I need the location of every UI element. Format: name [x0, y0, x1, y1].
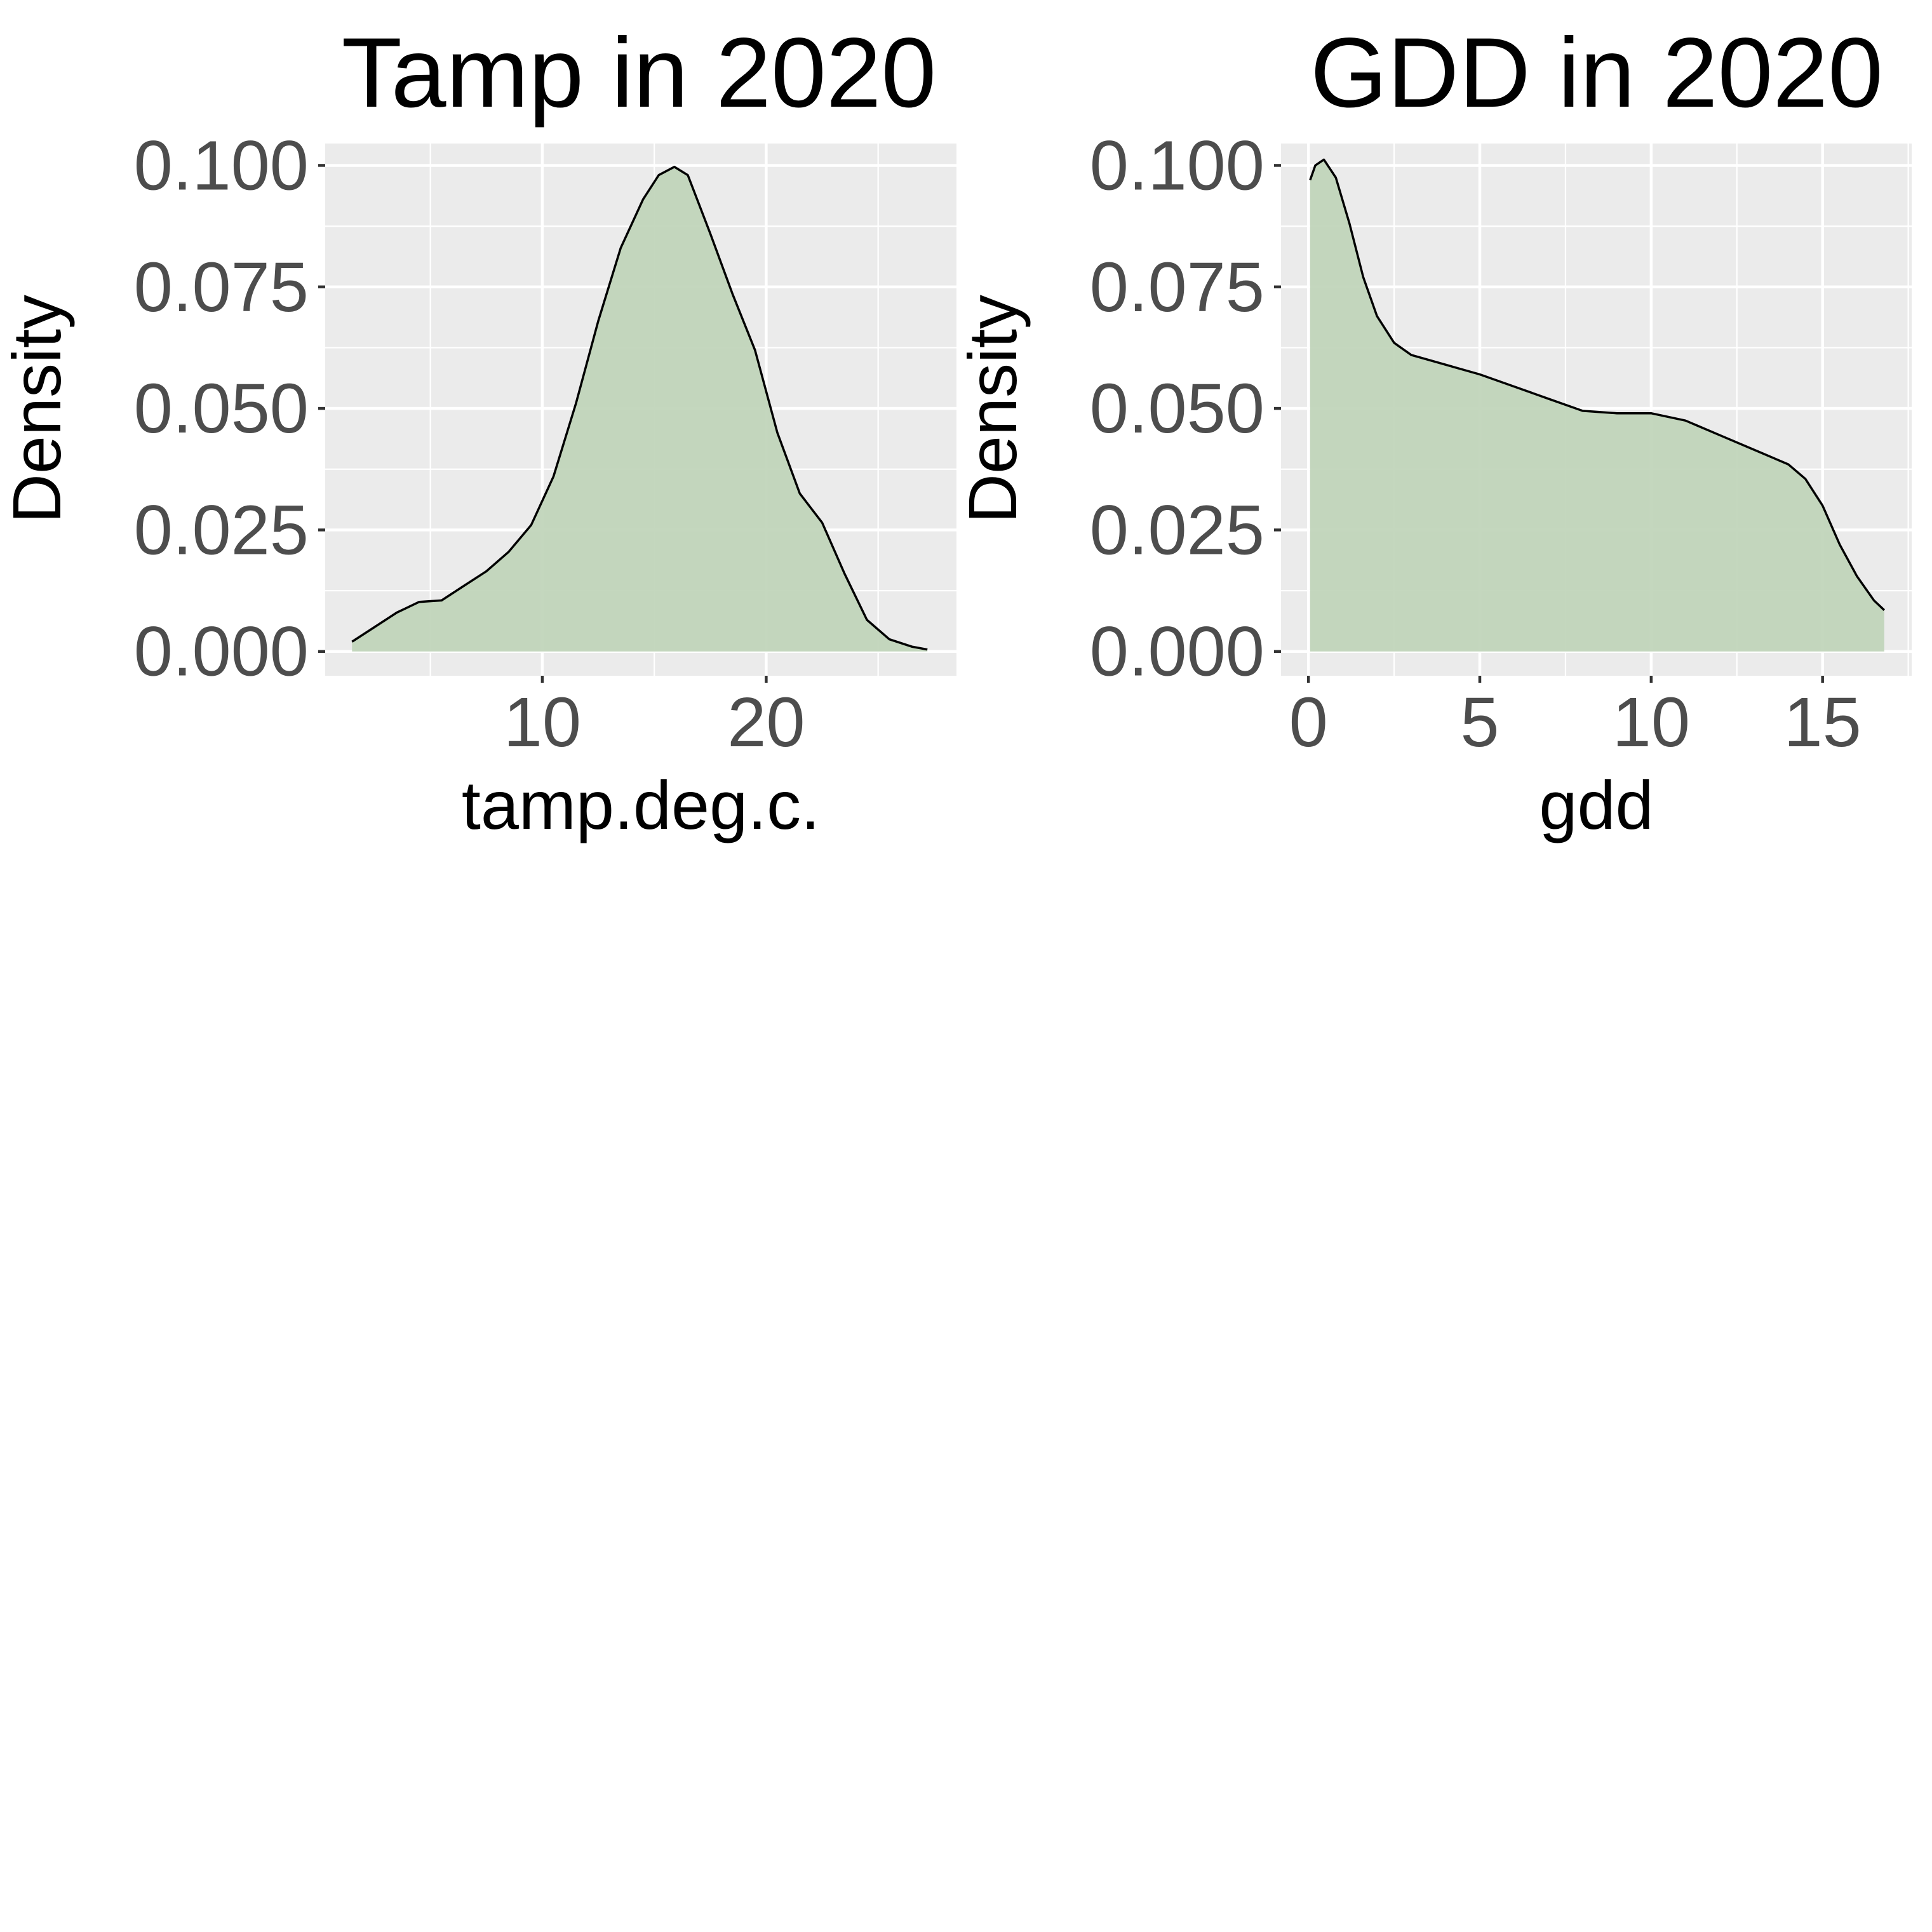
x-tick-label: 15 [1784, 683, 1862, 761]
density-area [1310, 159, 1884, 652]
y-tick-label: 0.025 [1090, 491, 1265, 569]
x-tick-label: 5 [1460, 683, 1499, 761]
gdd-density-panel: 0.000 0.025 0.050 0.075 0.100 0 5 10 15 GDD in 20… [954, 18, 1912, 843]
y-tick-label: 0.050 [1090, 370, 1265, 448]
y-tick-label: 0.075 [1090, 248, 1265, 326]
x-tick-label: 0 [1289, 683, 1328, 761]
density-area [352, 166, 928, 652]
tamp-density-panel: 0.000 0.025 0.050 0.075 0.100 10 20 Tamp in 202… [0, 18, 956, 843]
x-tick-label: 20 [727, 683, 805, 761]
y-tick-label: 0.000 [1090, 613, 1265, 691]
y-tick-label: 0.050 [134, 370, 309, 448]
x-axis-title: gdd [1539, 767, 1653, 843]
density-line [1309, 158, 1886, 611]
x-tick-label: 10 [504, 683, 581, 761]
chart-title: GDD in 2020 [1310, 18, 1883, 128]
density-line [351, 165, 928, 651]
y-axis-title: Density [0, 295, 75, 523]
y-tick-label: 0.025 [134, 491, 309, 569]
y-axis-title: Density [954, 295, 1031, 523]
y-tick-label: 0.000 [134, 613, 309, 691]
x-axis-title: tamp.deg.c. [462, 767, 820, 843]
y-tick-label: 0.075 [134, 248, 309, 326]
y-tick-label: 0.100 [134, 126, 309, 205]
chart-title: Tamp in 2020 [342, 18, 937, 128]
x-tick-label: 10 [1613, 683, 1690, 761]
y-tick-label: 0.100 [1090, 126, 1265, 205]
